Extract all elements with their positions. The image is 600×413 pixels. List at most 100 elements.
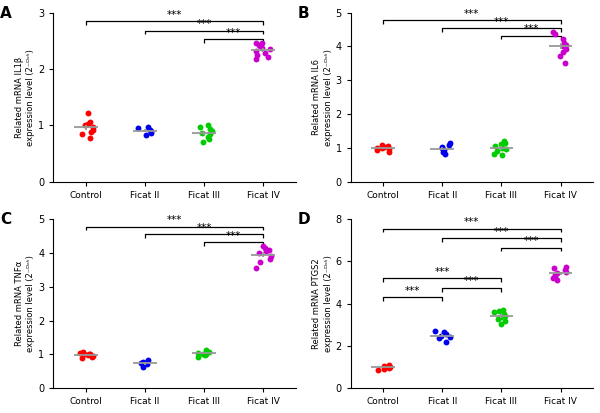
Point xyxy=(555,52,565,59)
Point xyxy=(548,275,558,281)
Point xyxy=(199,350,208,357)
Point xyxy=(85,351,94,358)
Point xyxy=(266,253,275,260)
Point xyxy=(85,134,95,141)
Point xyxy=(561,268,571,275)
Text: ***: *** xyxy=(494,227,509,237)
Point xyxy=(88,353,98,359)
Point xyxy=(445,334,455,340)
Point xyxy=(501,146,511,153)
Point xyxy=(260,244,270,251)
Point xyxy=(439,329,449,335)
Point xyxy=(558,48,568,55)
Point xyxy=(200,351,210,358)
Point xyxy=(441,338,451,345)
Point xyxy=(430,328,440,335)
Point xyxy=(384,365,394,371)
Point xyxy=(438,149,448,155)
Point xyxy=(251,39,260,46)
Text: D: D xyxy=(298,212,310,228)
Point xyxy=(385,363,395,370)
Point xyxy=(195,123,205,130)
Point xyxy=(85,119,95,126)
Text: ***: *** xyxy=(494,17,509,26)
Text: ***: *** xyxy=(405,286,421,296)
Point xyxy=(205,131,215,138)
Text: ***: *** xyxy=(523,24,539,34)
Point xyxy=(203,133,212,140)
Point xyxy=(85,351,95,358)
Point xyxy=(198,139,208,145)
Point xyxy=(204,135,214,142)
Point xyxy=(377,142,387,148)
Point xyxy=(88,126,98,133)
Point xyxy=(441,331,451,337)
Text: ***: *** xyxy=(464,217,479,228)
Point xyxy=(379,363,389,369)
Point xyxy=(560,266,570,273)
Point xyxy=(88,123,98,130)
Point xyxy=(143,123,153,130)
Point xyxy=(77,131,87,137)
Point xyxy=(493,316,503,322)
Point xyxy=(372,147,382,154)
Point xyxy=(146,128,156,134)
Point xyxy=(79,348,88,355)
Point xyxy=(490,309,499,316)
Point xyxy=(445,140,455,147)
Point xyxy=(255,43,265,50)
Point xyxy=(76,349,85,356)
Text: ***: *** xyxy=(197,223,212,233)
Point xyxy=(203,121,213,128)
Point xyxy=(550,265,559,271)
Point xyxy=(265,256,274,262)
Point xyxy=(383,143,393,150)
Point xyxy=(262,248,271,254)
Point xyxy=(562,41,571,48)
Point xyxy=(142,132,151,139)
Point xyxy=(145,126,155,133)
Point xyxy=(194,349,203,356)
Text: ***: *** xyxy=(226,231,241,241)
Point xyxy=(437,145,447,152)
Point xyxy=(562,46,571,52)
Point xyxy=(373,145,382,151)
Point xyxy=(552,277,562,284)
Text: A: A xyxy=(0,6,12,21)
Text: ***: *** xyxy=(197,19,212,29)
Y-axis label: Related mRNA IL6
expression level (2⁻ᴰᶜᵗ): Related mRNA IL6 expression level (2⁻ᴰᶜᵗ… xyxy=(312,49,332,145)
Point xyxy=(263,53,272,60)
Point xyxy=(558,36,568,43)
Point xyxy=(373,367,383,373)
Point xyxy=(499,311,509,318)
Point xyxy=(380,363,390,370)
Point xyxy=(254,250,264,256)
Point xyxy=(561,263,571,270)
Text: ***: *** xyxy=(464,9,479,19)
Point xyxy=(490,150,499,157)
Point xyxy=(142,361,152,367)
Point xyxy=(136,359,146,366)
Text: ***: *** xyxy=(167,10,182,20)
Point xyxy=(496,141,505,148)
Y-axis label: Related mRNA TNFα
expression level (2⁻ᴰᶜᵗ): Related mRNA TNFα expression level (2⁻ᴰᶜ… xyxy=(14,255,35,352)
Point xyxy=(83,121,92,128)
Point xyxy=(560,60,570,66)
Point xyxy=(439,147,449,154)
Point xyxy=(548,29,558,36)
Point xyxy=(86,129,96,135)
Point xyxy=(551,271,560,278)
Point xyxy=(77,354,86,361)
Text: ***: *** xyxy=(167,215,182,225)
Point xyxy=(139,362,148,369)
Point xyxy=(79,350,89,357)
Point xyxy=(434,335,443,342)
Point xyxy=(251,47,260,54)
Point xyxy=(499,138,509,144)
Text: ***: *** xyxy=(434,267,450,277)
Point xyxy=(550,273,560,280)
Point xyxy=(379,366,389,373)
Point xyxy=(205,348,214,355)
Point xyxy=(194,354,203,360)
Point xyxy=(146,129,156,136)
